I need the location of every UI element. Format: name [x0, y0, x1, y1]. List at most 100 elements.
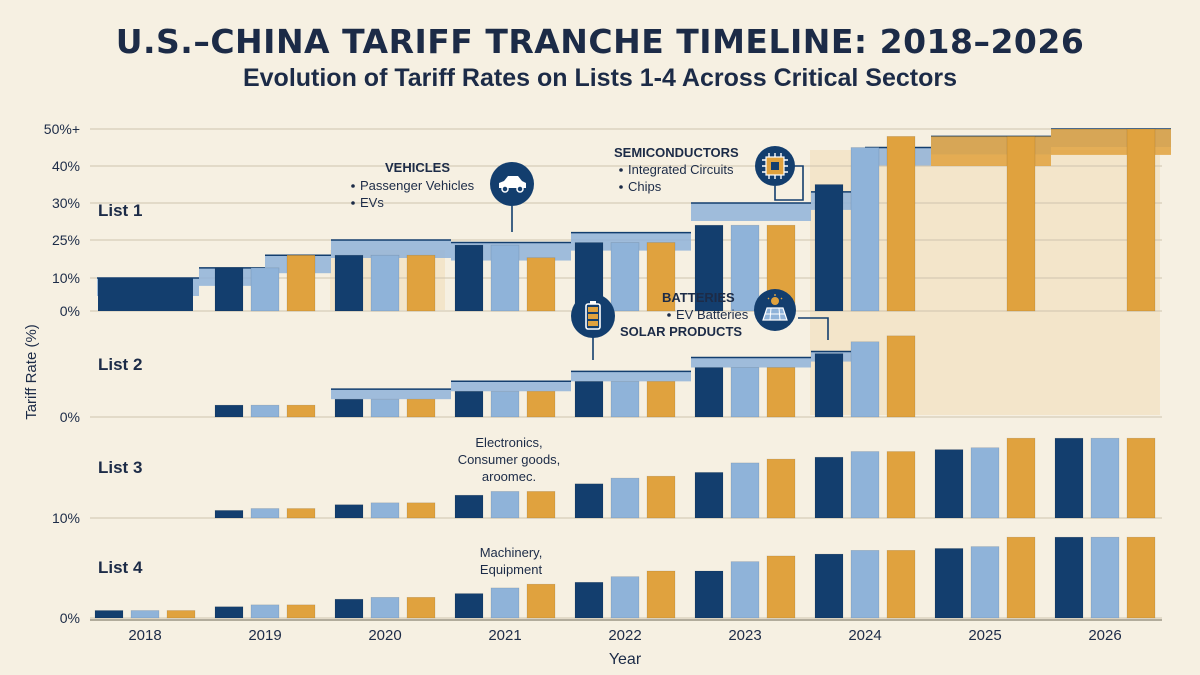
- bar: [490, 244, 520, 312]
- bar: [610, 477, 640, 519]
- bullet: [351, 201, 355, 205]
- panel-label: List 2: [98, 355, 142, 374]
- bar: [730, 462, 760, 519]
- bar: [250, 508, 280, 519]
- bar: [610, 576, 640, 619]
- bar: [730, 561, 760, 619]
- solar-panel-icon: [754, 289, 796, 331]
- solar-connector: [798, 317, 829, 340]
- bar: [94, 610, 124, 619]
- bar: [970, 447, 1000, 519]
- y-tick-label: 10%: [52, 510, 80, 526]
- y-tick-label: 25%: [52, 232, 80, 248]
- bar: [886, 550, 916, 619]
- bullet: [667, 313, 671, 317]
- bullet: [619, 168, 623, 172]
- bar: [574, 581, 604, 619]
- bars: [94, 128, 1156, 619]
- bar: [766, 458, 796, 519]
- bar: [214, 606, 244, 619]
- list4-annotation: Equipment: [480, 562, 543, 577]
- list3-annotation: Electronics,: [475, 435, 542, 450]
- bar: [730, 367, 760, 418]
- x-tick-labels: 2018 2019 2020 2021 2022 2023 2024 2025 2026: [128, 627, 1121, 644]
- x-tick-label: 2024: [848, 627, 881, 644]
- bar: [454, 494, 484, 519]
- bar: [610, 242, 640, 312]
- bar: [526, 583, 556, 619]
- tariff-step: [451, 381, 571, 392]
- bullet: [619, 185, 623, 189]
- bar: [334, 398, 364, 418]
- initial-tariff-block: [98, 278, 193, 311]
- semiconductors-item: Integrated Circuits: [628, 162, 734, 177]
- bar: [1090, 536, 1120, 619]
- batteries-heading: BATTERIES: [662, 290, 735, 305]
- vehicles-item: EVs: [360, 195, 384, 210]
- bar: [814, 553, 844, 619]
- bar: [370, 597, 400, 619]
- bar: [850, 147, 880, 312]
- bar: [1126, 536, 1156, 619]
- bar: [214, 267, 244, 312]
- bar: [490, 587, 520, 619]
- bar: [286, 508, 316, 519]
- bar: [814, 184, 844, 312]
- bar: [250, 267, 280, 312]
- vehicles-item: Passenger Vehicles: [360, 178, 475, 193]
- solar-products-heading: SOLAR PRODUCTS: [620, 324, 742, 339]
- semiconductors-item: Chips: [628, 179, 662, 194]
- bar: [646, 381, 676, 418]
- bar: [406, 254, 436, 312]
- x-tick-label: 2022: [608, 627, 641, 644]
- bar: [286, 254, 316, 312]
- tariff-step: [331, 240, 451, 258]
- bar: [574, 381, 604, 418]
- panel-label: List 1: [98, 201, 142, 220]
- bar: [610, 381, 640, 418]
- bar: [166, 610, 196, 619]
- bar: [454, 244, 484, 312]
- bar: [886, 136, 916, 312]
- bar: [1006, 437, 1036, 519]
- bar: [370, 502, 400, 519]
- x-tick-label: 2021: [488, 627, 521, 644]
- bar: [850, 451, 880, 519]
- tariff-step: [331, 389, 451, 400]
- bar: [214, 404, 244, 418]
- bar: [1126, 128, 1156, 312]
- tariff-step: [691, 203, 811, 221]
- bar: [1006, 136, 1036, 312]
- bar: [694, 367, 724, 418]
- battery-icon: [571, 294, 615, 338]
- bar: [646, 475, 676, 519]
- bar: [406, 502, 436, 519]
- bar: [850, 341, 880, 418]
- y-tick-label: 10%: [52, 270, 80, 286]
- bar: [490, 491, 520, 519]
- chip-icon: [755, 146, 795, 186]
- bar: [214, 510, 244, 519]
- bar: [730, 224, 760, 312]
- bar: [970, 546, 1000, 619]
- y-tick-label: 50%+: [44, 121, 80, 137]
- x-tick-label: 2019: [248, 627, 281, 644]
- bar: [250, 404, 280, 418]
- bar: [454, 593, 484, 619]
- bar: [1126, 437, 1156, 519]
- bar: [286, 404, 316, 418]
- list3-annotation: Consumer goods,: [458, 452, 561, 467]
- bar: [646, 570, 676, 619]
- bar: [850, 550, 880, 619]
- car-icon: [490, 162, 534, 206]
- x-tick-label: 2020: [368, 627, 401, 644]
- bar: [766, 367, 796, 418]
- bar: [1090, 437, 1120, 519]
- bar: [334, 504, 364, 519]
- bar: [526, 390, 556, 418]
- chart-subtitle: Evolution of Tariff Rates on Lists 1-4 A…: [242, 64, 958, 92]
- bar: [574, 483, 604, 519]
- bar: [886, 451, 916, 519]
- semiconductors-heading: SEMICONDUCTORS: [614, 145, 739, 160]
- bar: [334, 598, 364, 619]
